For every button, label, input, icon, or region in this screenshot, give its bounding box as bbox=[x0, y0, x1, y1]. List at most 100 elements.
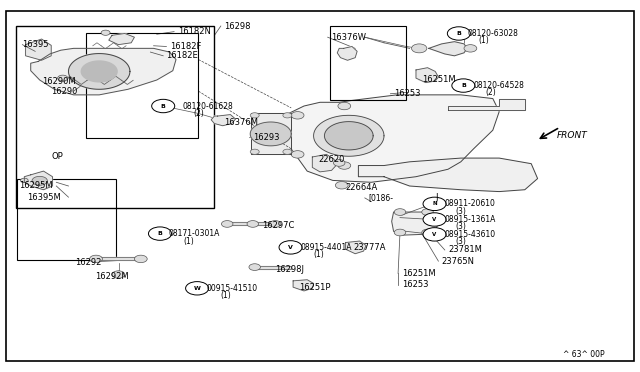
Text: 16295M: 16295M bbox=[19, 182, 53, 190]
Text: (2): (2) bbox=[193, 109, 204, 118]
Text: (1): (1) bbox=[184, 237, 195, 246]
Text: 23765N: 23765N bbox=[442, 257, 475, 266]
Polygon shape bbox=[68, 54, 130, 89]
Polygon shape bbox=[416, 68, 438, 83]
Circle shape bbox=[394, 209, 406, 215]
Polygon shape bbox=[227, 222, 275, 225]
Text: 16376W: 16376W bbox=[332, 33, 367, 42]
Circle shape bbox=[283, 149, 292, 154]
Text: J: J bbox=[435, 193, 438, 202]
Text: 16376M: 16376M bbox=[224, 118, 258, 126]
Bar bbox=[16, 26, 214, 208]
Circle shape bbox=[247, 221, 259, 227]
Circle shape bbox=[423, 228, 446, 241]
Text: 16292M: 16292M bbox=[95, 272, 129, 280]
Text: 16395: 16395 bbox=[22, 40, 49, 49]
Text: 16251M: 16251M bbox=[422, 76, 456, 84]
Text: (1): (1) bbox=[221, 291, 232, 300]
Text: 23781M: 23781M bbox=[448, 246, 482, 254]
Text: 16290: 16290 bbox=[51, 87, 77, 96]
Text: B: B bbox=[161, 103, 166, 109]
Circle shape bbox=[333, 160, 345, 166]
Text: (1): (1) bbox=[479, 36, 490, 45]
Polygon shape bbox=[358, 158, 538, 192]
Circle shape bbox=[423, 197, 446, 211]
Text: 08171-0301A: 08171-0301A bbox=[168, 229, 220, 238]
Text: 08915-1361A: 08915-1361A bbox=[444, 215, 495, 224]
Polygon shape bbox=[256, 266, 291, 269]
Text: OP: OP bbox=[51, 152, 63, 161]
Text: 16251M: 16251M bbox=[402, 269, 436, 278]
Circle shape bbox=[20, 178, 28, 183]
Polygon shape bbox=[26, 39, 51, 60]
Polygon shape bbox=[448, 99, 525, 110]
Text: 16293: 16293 bbox=[253, 133, 279, 142]
Bar bbox=[86, 33, 198, 138]
Polygon shape bbox=[285, 95, 499, 182]
Circle shape bbox=[152, 99, 175, 113]
Polygon shape bbox=[337, 46, 357, 60]
Text: (3): (3) bbox=[456, 222, 467, 231]
Polygon shape bbox=[81, 61, 117, 82]
Circle shape bbox=[394, 229, 406, 236]
Polygon shape bbox=[392, 212, 438, 235]
Text: 16292: 16292 bbox=[76, 258, 102, 267]
Circle shape bbox=[447, 27, 470, 40]
Circle shape bbox=[338, 162, 351, 169]
Text: 08915-4401A: 08915-4401A bbox=[301, 243, 352, 252]
Text: 16251P: 16251P bbox=[300, 283, 331, 292]
Circle shape bbox=[412, 44, 427, 53]
Circle shape bbox=[112, 271, 125, 278]
Circle shape bbox=[32, 176, 47, 185]
Text: 08120-63028: 08120-63028 bbox=[467, 29, 518, 38]
Text: 16298: 16298 bbox=[224, 22, 250, 31]
Circle shape bbox=[221, 221, 233, 227]
Text: 16253: 16253 bbox=[394, 89, 420, 98]
Circle shape bbox=[148, 227, 172, 240]
Text: [0186-: [0186- bbox=[368, 193, 393, 202]
Text: 16253: 16253 bbox=[402, 280, 428, 289]
Text: 08120-64528: 08120-64528 bbox=[474, 81, 524, 90]
Text: W: W bbox=[194, 286, 200, 291]
Polygon shape bbox=[211, 115, 236, 126]
Bar bbox=[17, 179, 116, 260]
Polygon shape bbox=[31, 48, 176, 95]
Text: B: B bbox=[456, 31, 461, 36]
Circle shape bbox=[279, 241, 302, 254]
Text: 22620: 22620 bbox=[319, 155, 345, 164]
Text: B: B bbox=[157, 231, 163, 236]
Polygon shape bbox=[429, 42, 467, 56]
Text: B: B bbox=[461, 83, 466, 88]
Circle shape bbox=[269, 221, 281, 227]
Polygon shape bbox=[250, 122, 291, 146]
Circle shape bbox=[250, 149, 259, 154]
Circle shape bbox=[283, 113, 292, 118]
Text: 16182N: 16182N bbox=[178, 27, 211, 36]
Polygon shape bbox=[346, 241, 366, 254]
Circle shape bbox=[291, 112, 304, 119]
Circle shape bbox=[291, 151, 304, 158]
Circle shape bbox=[90, 255, 102, 263]
Text: FRONT: FRONT bbox=[557, 131, 588, 140]
Circle shape bbox=[58, 75, 68, 81]
Circle shape bbox=[338, 102, 351, 110]
Polygon shape bbox=[24, 171, 52, 190]
Text: 08915-43610: 08915-43610 bbox=[444, 230, 495, 239]
Text: (3): (3) bbox=[456, 207, 467, 216]
Text: V: V bbox=[288, 245, 293, 250]
Circle shape bbox=[134, 255, 147, 263]
Text: 16395M: 16395M bbox=[27, 193, 61, 202]
Text: (1): (1) bbox=[314, 250, 324, 259]
Text: ^ 63^ 00P: ^ 63^ 00P bbox=[563, 350, 605, 359]
Polygon shape bbox=[314, 115, 384, 156]
Text: 23777A: 23777A bbox=[353, 243, 386, 252]
Polygon shape bbox=[109, 33, 134, 45]
Circle shape bbox=[101, 30, 110, 35]
Circle shape bbox=[249, 264, 260, 270]
Circle shape bbox=[335, 182, 348, 189]
Text: 16182E: 16182E bbox=[166, 51, 198, 60]
Circle shape bbox=[186, 282, 209, 295]
Text: V: V bbox=[433, 217, 436, 222]
Text: 16297C: 16297C bbox=[262, 221, 295, 230]
Bar bbox=[330, 26, 406, 100]
